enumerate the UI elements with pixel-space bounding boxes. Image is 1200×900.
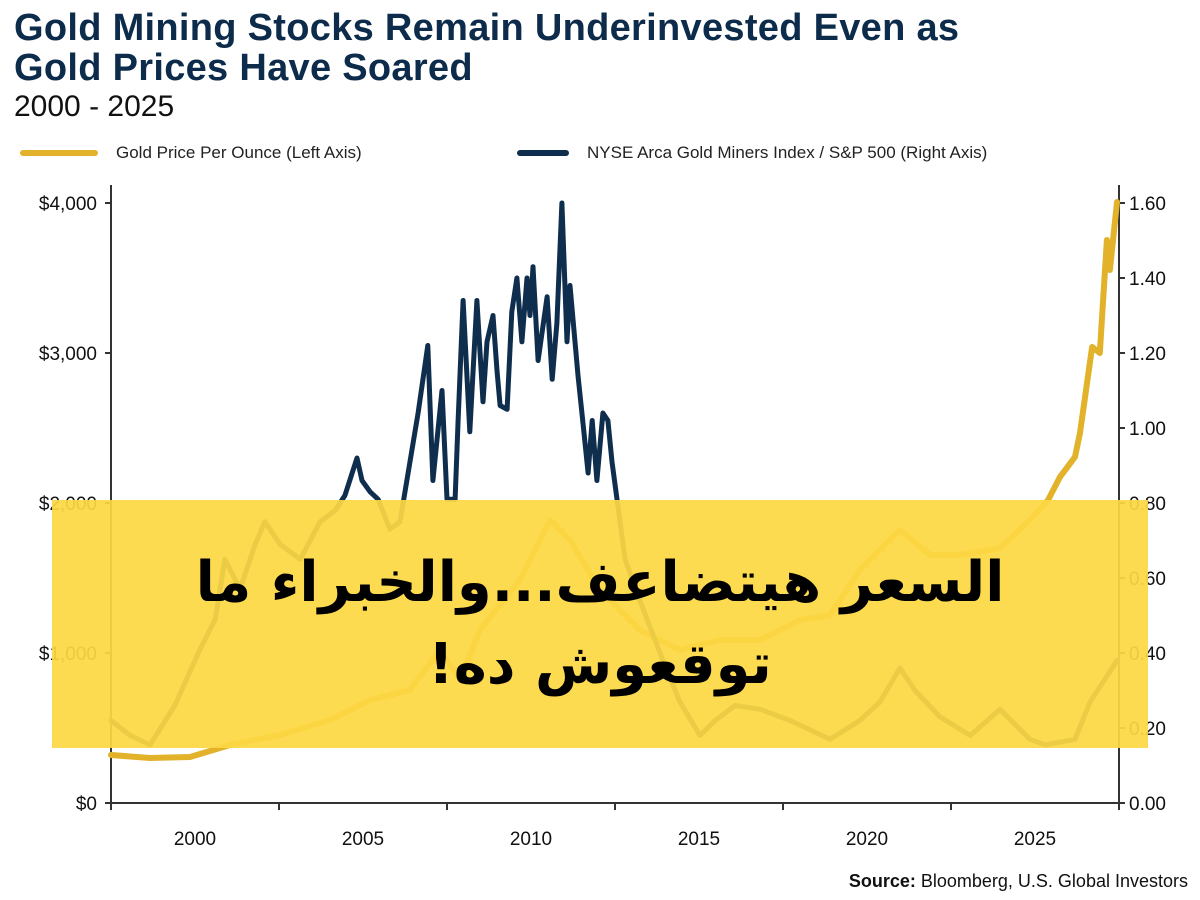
legend-item-miners: NYSE Arca Gold Miners Index / S&P 500 (R… — [517, 143, 987, 163]
left-y-tick-label: $4,000 — [39, 194, 97, 215]
source-note: Source: Bloomberg, U.S. Global Investors — [849, 871, 1188, 892]
chart-subtitle: 2000 - 2025 — [14, 90, 175, 123]
right-y-tick-label: 1.00 — [1129, 419, 1166, 440]
overlay-text-line-2: توقعوش ده! — [428, 632, 772, 697]
x-tick-label: 2010 — [510, 829, 552, 850]
x-tick-label: 2015 — [678, 829, 720, 850]
legend-label-gold: Gold Price Per Ounce (Left Axis) — [116, 143, 362, 162]
chart-title: Gold Mining Stocks Remain Underinvested … — [14, 8, 1194, 88]
overlay-text-line-1: السعر هيتضاعف...والخبراء ما — [195, 550, 1005, 615]
left-y-tick-label: $0 — [76, 794, 97, 815]
x-tick-label: 2005 — [342, 829, 384, 850]
x-tick-label: 2025 — [1014, 829, 1056, 850]
legend-label-miners: NYSE Arca Gold Miners Index / S&P 500 (R… — [587, 143, 988, 162]
x-tick-label: 2020 — [846, 829, 888, 850]
right-y-tick-label: 1.60 — [1129, 194, 1166, 215]
legend-item-gold: Gold Price Per Ounce (Left Axis) — [20, 143, 362, 163]
legend-swatch-gold — [20, 150, 98, 156]
source-label: Source: — [848, 871, 916, 891]
chart-title-line-2: Gold Prices Have Soared — [14, 47, 473, 89]
right-y-tick-label: 0.00 — [1129, 794, 1166, 815]
caption-overlay-banner: السعر هيتضاعف...والخبراء ما توقعوش ده! — [52, 500, 1148, 748]
right-y-tick-label: 1.20 — [1129, 344, 1166, 365]
source-text: Bloomberg, U.S. Global Investors — [920, 871, 1188, 891]
left-y-tick-label: $3,000 — [39, 344, 97, 365]
chart-title-line-1: Gold Mining Stocks Remain Underinvested … — [14, 7, 960, 49]
right-y-tick-label: 1.40 — [1129, 269, 1166, 290]
x-tick-label: 2000 — [174, 829, 216, 850]
legend-swatch-miners — [517, 150, 569, 156]
